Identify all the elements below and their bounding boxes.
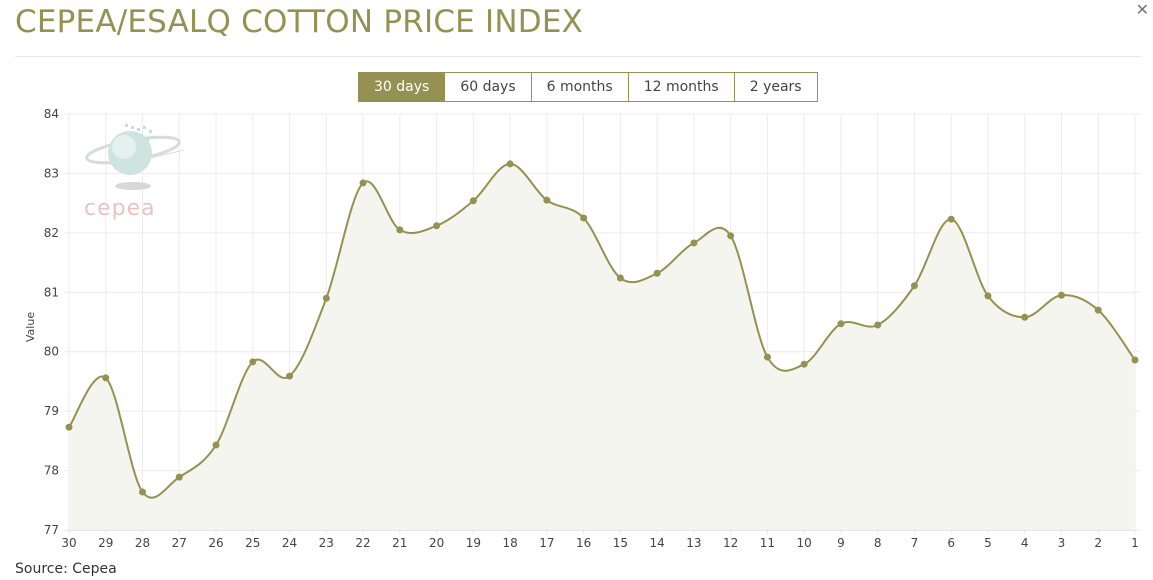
x-tick-label: 11 (760, 536, 775, 550)
x-tick-label: 17 (539, 536, 554, 550)
page-title: CEPEA/ESALQ COTTON PRICE INDEX (15, 4, 584, 40)
data-point (1021, 313, 1029, 321)
data-point (763, 353, 771, 361)
data-point (837, 320, 845, 328)
data-point (543, 196, 551, 204)
x-tick-label: 28 (135, 536, 150, 550)
data-point (800, 360, 808, 368)
y-tick-label: 78 (44, 464, 59, 478)
y-tick-label: 79 (44, 404, 59, 418)
data-point (249, 358, 257, 366)
data-point (984, 292, 992, 300)
x-tick-label: 3 (1058, 536, 1066, 550)
x-tick-label: 15 (613, 536, 628, 550)
range-selector: 30 days 60 days 6 months 12 months 2 yea… (358, 72, 818, 102)
x-tick-label: 29 (98, 536, 113, 550)
data-point (727, 232, 735, 240)
x-tick-label: 5 (984, 536, 992, 550)
data-point (322, 294, 330, 302)
x-tick-label: 1 (1131, 536, 1139, 550)
x-tick-label: 22 (355, 536, 370, 550)
x-tick-label: 6 (947, 536, 955, 550)
x-tick-label: 24 (282, 536, 297, 550)
x-tick-label: 30 (61, 536, 76, 550)
close-icon[interactable]: ✕ (1135, 0, 1149, 19)
data-point (616, 274, 624, 282)
y-tick-label: 84 (44, 107, 59, 121)
data-point (580, 214, 588, 222)
svg-text:cepea: cepea (84, 196, 156, 221)
data-point (874, 321, 882, 329)
data-point (1057, 291, 1065, 299)
x-tick-label: 13 (686, 536, 701, 550)
range-button-60-days[interactable]: 60 days (444, 73, 531, 101)
data-point (139, 488, 147, 496)
range-button-6-months[interactable]: 6 months (530, 73, 628, 101)
x-tick-label: 10 (797, 536, 812, 550)
data-point (65, 423, 73, 431)
data-point (212, 441, 220, 449)
x-tick-label: 21 (392, 536, 407, 550)
x-tick-label: 4 (1021, 536, 1029, 550)
x-tick-label: 23 (319, 536, 334, 550)
x-tick-label: 12 (723, 536, 738, 550)
y-axis-label: Value (24, 312, 37, 342)
x-tick-label: 9 (837, 536, 845, 550)
x-tick-label: 18 (502, 536, 517, 550)
range-button-30-days[interactable]: 30 days (359, 73, 445, 101)
data-point (359, 179, 367, 187)
range-button-2-years[interactable]: 2 years (733, 73, 817, 101)
x-tick-label: 7 (911, 536, 919, 550)
x-tick-label: 25 (245, 536, 260, 550)
data-point (396, 226, 404, 234)
x-tick-label: 26 (208, 536, 223, 550)
data-point (506, 160, 514, 168)
y-tick-label: 77 (44, 523, 59, 537)
x-tick-label: 20 (429, 536, 444, 550)
y-tick-label: 83 (44, 166, 59, 180)
data-point (433, 222, 441, 230)
y-tick-label: 82 (44, 226, 59, 240)
series-area (69, 163, 1135, 530)
x-tick-label: 19 (466, 536, 481, 550)
cepea-logo: cepea (84, 124, 185, 221)
range-button-12-months[interactable]: 12 months (627, 73, 734, 101)
data-point (947, 215, 955, 223)
data-point (653, 269, 661, 277)
y-tick-label: 81 (44, 285, 59, 299)
data-point (1094, 306, 1102, 314)
data-point (1131, 356, 1139, 364)
data-point (690, 239, 698, 247)
data-point (910, 282, 918, 290)
data-point (175, 473, 183, 481)
x-tick-label: 16 (576, 536, 591, 550)
x-tick-label: 27 (172, 536, 187, 550)
source-note: Source: Cepea (15, 561, 117, 577)
data-point (286, 372, 294, 380)
x-tick-label: 8 (874, 536, 882, 550)
y-tick-label: 80 (44, 345, 59, 359)
data-point (469, 197, 477, 205)
data-point (102, 374, 110, 382)
x-tick-label: 14 (649, 536, 664, 550)
divider (15, 56, 1141, 57)
x-tick-label: 2 (1094, 536, 1102, 550)
